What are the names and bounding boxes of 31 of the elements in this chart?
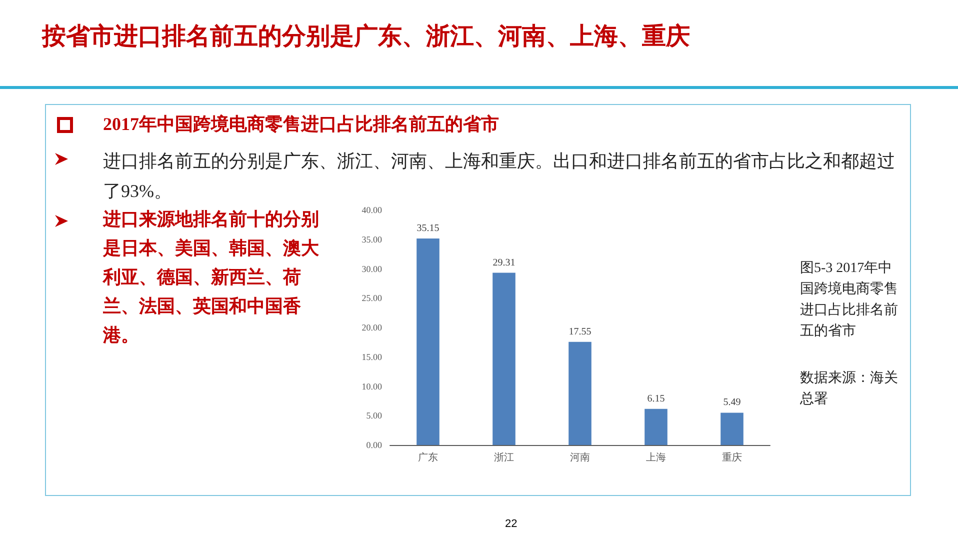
y-tick-label: 5.00 (366, 410, 382, 421)
data-label: 29.31 (492, 257, 516, 268)
text: 进口排名前五的分别是广东、浙江、河南、上海和重庆。出口和进口排名前五的省市占比之和都超过了93%。 (103, 150, 896, 203)
x-tick-label: 上海 (646, 452, 666, 464)
data-label: 6.15 (647, 393, 665, 404)
text: 进口来源地排名前十的分别是日本、美国、韩国、澳大利亚、德国、新西兰、荷兰、法国、英国和中国香港。 (103, 208, 320, 347)
bar (568, 342, 592, 445)
bar (416, 238, 440, 445)
y-tick-label: 20.00 (362, 322, 382, 332)
x-tick-label: 重庆 (722, 452, 742, 464)
y-tick-label: 15.00 (362, 352, 382, 362)
bar (644, 408, 668, 445)
text: 22 (505, 518, 518, 530)
source-note: 数据来源：海关总署 (800, 369, 899, 409)
x-tick-label: 浙江 (494, 452, 514, 464)
x-tick-label: 广东 (418, 452, 438, 464)
data-label: 35.15 (416, 222, 440, 234)
y-tick-label: 30.00 (362, 264, 382, 274)
data-label: 5.49 (723, 397, 741, 408)
y-tick-label: 10.00 (362, 381, 382, 392)
y-tick-label: 0.00 (366, 440, 382, 450)
bar (492, 272, 516, 445)
text: 2017年中国跨境电商零售进口占比排名前五的省市 (103, 113, 499, 136)
y-tick-label: 40.00 (362, 205, 382, 215)
y-tick-label: 25.00 (362, 293, 382, 304)
data-label: 17.55 (568, 326, 592, 338)
chart-title: 按省市进口排名前五的分别是广东、浙江、河南、上海、重庆 (42, 21, 690, 52)
caption: 图5-3 2017年中国跨境电商零售进口占比排名前五的省市 (800, 260, 899, 341)
bar (720, 412, 744, 445)
x-tick-label: 河南 (570, 452, 590, 464)
y-tick-label: 35.00 (362, 234, 382, 244)
